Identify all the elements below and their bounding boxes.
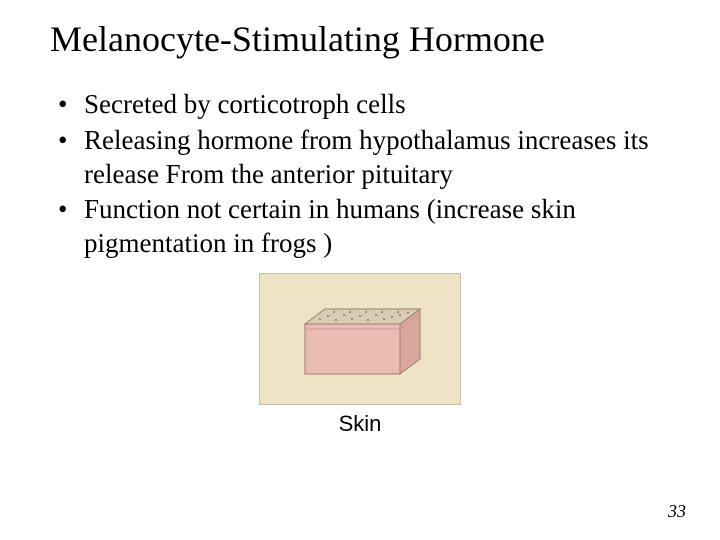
skin-front-face <box>305 324 400 374</box>
skin-illustration-panel <box>259 273 461 405</box>
bullet-list: Secreted by corticotroph cells Releasing… <box>40 88 680 261</box>
slide: Melanocyte-Stimulating Hormone Secreted … <box>0 0 720 540</box>
slide-title: Melanocyte-Stimulating Hormone <box>50 18 680 60</box>
skin-top-face <box>305 309 420 324</box>
figure-label: Skin <box>339 411 382 437</box>
bullet-item: Secreted by corticotroph cells <box>58 88 680 122</box>
bullet-item: Function not certain in humans (increase… <box>58 193 680 261</box>
page-number: 33 <box>668 501 686 522</box>
skin-icon <box>290 289 430 389</box>
bullet-item: Releasing hormone from hypothalamus incr… <box>58 124 680 192</box>
figure: Skin <box>40 273 680 437</box>
